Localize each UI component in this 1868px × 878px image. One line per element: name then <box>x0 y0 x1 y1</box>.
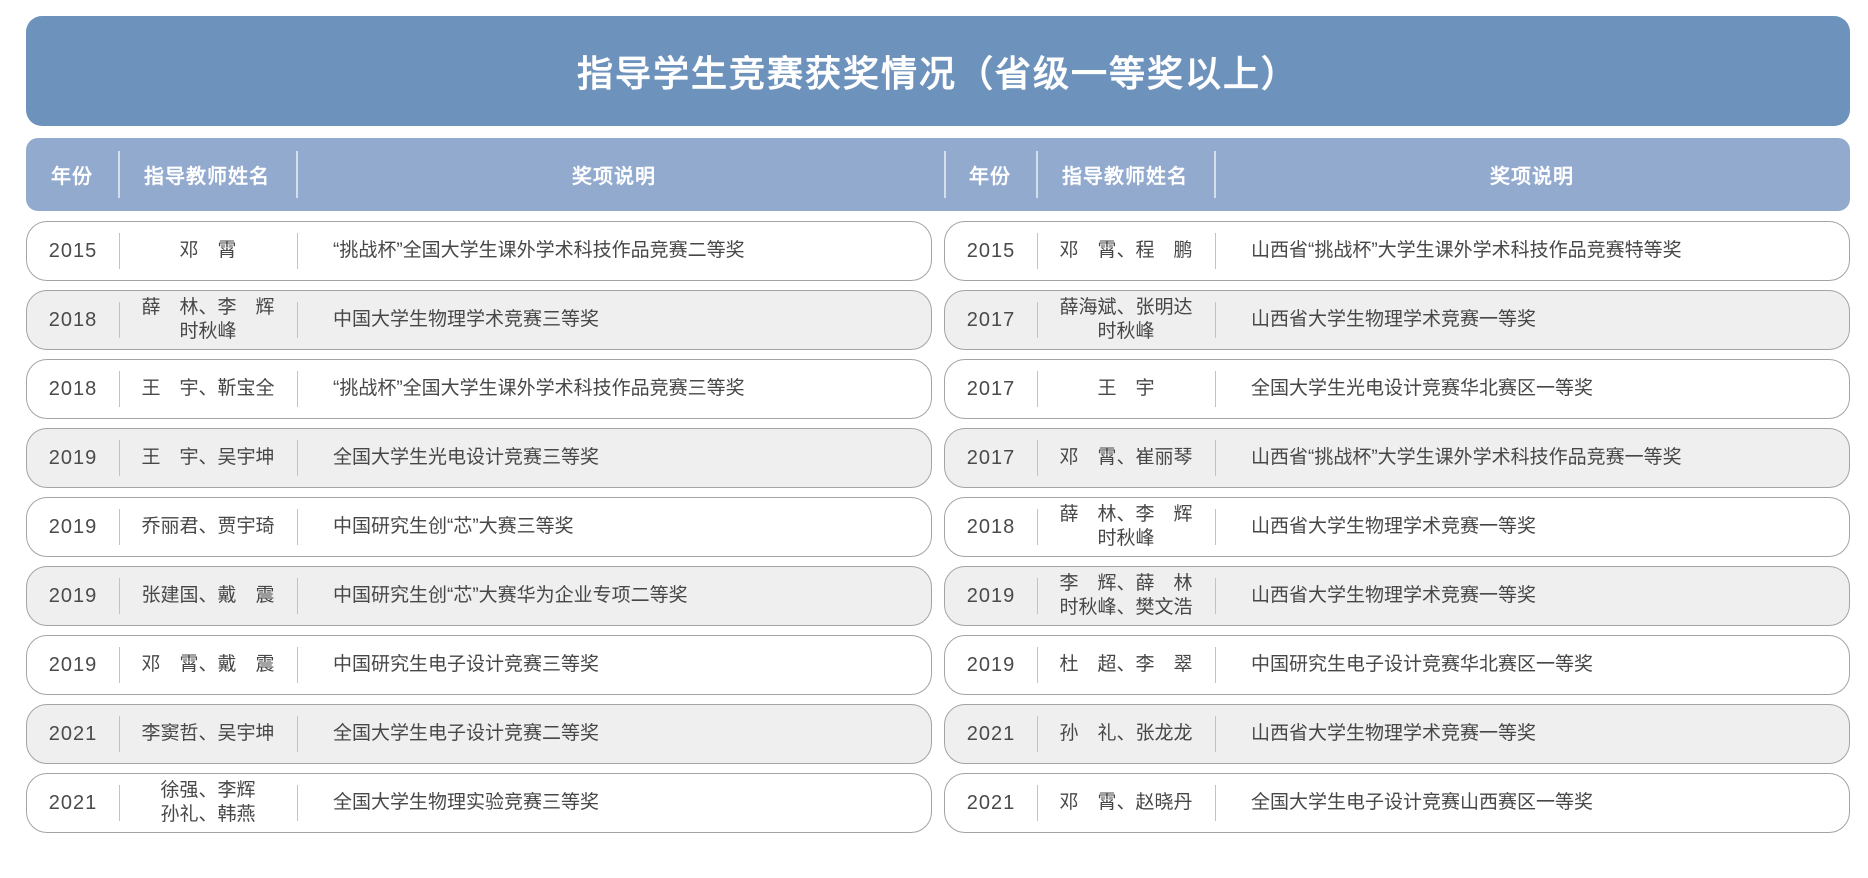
year-cell: 2015 <box>48 240 98 262</box>
year-cell: 2018 <box>966 516 1016 538</box>
column-header-teachers: 指导教师姓名 <box>118 138 296 211</box>
table-row: 2019 乔丽君、贾宇琦 中国研究生创“芯”大赛三等奖 <box>26 497 932 557</box>
teachers-cell: 徐强、李辉 孙礼、韩燕 <box>119 774 297 832</box>
award-cell: 全国大学生电子设计竞赛山西赛区一等奖 <box>1215 774 1849 832</box>
teachers-cell: 乔丽君、贾宇琦 <box>119 498 297 556</box>
teachers-cell: 邓 霄、程 鹏 <box>1037 222 1215 280</box>
award-cell: 山西省“挑战杯”大学生课外学术科技作品竞赛特等奖 <box>1215 222 1849 280</box>
award-cell: 中国大学生物理学术竞赛三等奖 <box>297 291 931 349</box>
column-header-award: 奖项说明 <box>1214 138 1850 211</box>
year-cell: 2018 <box>48 309 98 331</box>
award-cell: 全国大学生光电设计竞赛三等奖 <box>297 429 931 487</box>
teachers-cell: 王 宇 <box>1037 360 1215 418</box>
table-row: 2017 王 宇 全国大学生光电设计竞赛华北赛区一等奖 <box>944 359 1850 419</box>
teachers-cell: 王 宇、吴宇坤 <box>119 429 297 487</box>
teachers-cell: 薛 林、李 辉 时秋峰 <box>119 291 297 349</box>
year-cell: 2019 <box>48 654 98 676</box>
awards-tables: 2015 邓 霄 “挑战杯”全国大学生课外学术科技作品竞赛二等奖 2018 薛 … <box>26 221 1850 833</box>
year-cell: 2017 <box>966 378 1016 400</box>
table-row: 2018 王 宇、靳宝全 “挑战杯”全国大学生课外学术科技作品竞赛三等奖 <box>26 359 932 419</box>
year-cell: 2019 <box>48 516 98 538</box>
teachers-cell: 王 宇、靳宝全 <box>119 360 297 418</box>
award-cell: 山西省“挑战杯”大学生课外学术科技作品竞赛一等奖 <box>1215 429 1849 487</box>
year-cell: 2017 <box>966 447 1016 469</box>
year-cell: 2018 <box>48 378 98 400</box>
column-header-right: 年份 指导教师姓名 奖项说明 <box>944 138 1850 211</box>
teachers-cell: 薛 林、李 辉 时秋峰 <box>1037 498 1215 556</box>
column-header-teachers: 指导教师姓名 <box>1036 138 1214 211</box>
award-cell: 山西省大学生物理学术竞赛一等奖 <box>1215 705 1849 763</box>
table-row: 2021 孙 礼、张龙龙 山西省大学生物理学术竞赛一等奖 <box>944 704 1850 764</box>
column-header-year: 年份 <box>51 166 93 188</box>
table-row: 2019 王 宇、吴宇坤 全国大学生光电设计竞赛三等奖 <box>26 428 932 488</box>
table-row: 2019 张建国、戴 震 中国研究生创“芯”大赛华为企业专项二等奖 <box>26 566 932 626</box>
teachers-cell: 邓 霄、戴 震 <box>119 636 297 694</box>
table-row: 2021 邓 霄、赵晓丹 全国大学生电子设计竞赛山西赛区一等奖 <box>944 773 1850 833</box>
year-cell: 2019 <box>48 447 98 469</box>
award-cell: 全国大学生物理实验竞赛三等奖 <box>297 774 931 832</box>
award-cell: 中国研究生创“芯”大赛华为企业专项二等奖 <box>297 567 931 625</box>
award-cell: 全国大学生光电设计竞赛华北赛区一等奖 <box>1215 360 1849 418</box>
year-cell: 2015 <box>966 240 1016 262</box>
table-row: 2015 邓 霄、程 鹏 山西省“挑战杯”大学生课外学术科技作品竞赛特等奖 <box>944 221 1850 281</box>
table-row: 2018 薛 林、李 辉 时秋峰 中国大学生物理学术竞赛三等奖 <box>26 290 932 350</box>
teachers-cell: 邓 霄、赵晓丹 <box>1037 774 1215 832</box>
teachers-cell: 邓 霄、崔丽琴 <box>1037 429 1215 487</box>
year-cell: 2019 <box>966 654 1016 676</box>
table-row: 2019 杜 超、李 翠 中国研究生电子设计竞赛华北赛区一等奖 <box>944 635 1850 695</box>
table-row: 2021 李窦哲、吴宇坤 全国大学生电子设计竞赛二等奖 <box>26 704 932 764</box>
table-row: 2019 李 辉、薛 林 时秋峰、樊文浩 山西省大学生物理学术竞赛一等奖 <box>944 566 1850 626</box>
award-cell: 山西省大学生物理学术竞赛一等奖 <box>1215 498 1849 556</box>
table-row: 2021 徐强、李辉 孙礼、韩燕 全国大学生物理实验竞赛三等奖 <box>26 773 932 833</box>
year-cell: 2021 <box>48 792 98 814</box>
award-cell: “挑战杯”全国大学生课外学术科技作品竞赛二等奖 <box>297 222 931 280</box>
award-cell: 山西省大学生物理学术竞赛一等奖 <box>1215 567 1849 625</box>
year-cell: 2021 <box>966 792 1016 814</box>
left-table: 2015 邓 霄 “挑战杯”全国大学生课外学术科技作品竞赛二等奖 2018 薛 … <box>26 221 932 833</box>
page-title: 指导学生竞赛获奖情况（省级一等奖以上） <box>576 53 1299 94</box>
year-cell: 2017 <box>966 309 1016 331</box>
year-cell: 2019 <box>48 585 98 607</box>
teachers-cell: 张建国、戴 震 <box>119 567 297 625</box>
teachers-cell: 薛海斌、张明达 时秋峰 <box>1037 291 1215 349</box>
year-cell: 2021 <box>966 723 1016 745</box>
year-cell: 2019 <box>966 585 1016 607</box>
teachers-cell: 孙 礼、张龙龙 <box>1037 705 1215 763</box>
column-header-year: 年份 <box>944 138 1036 211</box>
award-cell: 山西省大学生物理学术竞赛一等奖 <box>1215 291 1849 349</box>
table-row: 2017 邓 霄、崔丽琴 山西省“挑战杯”大学生课外学术科技作品竞赛一等奖 <box>944 428 1850 488</box>
column-header-award: 奖项说明 <box>296 138 932 211</box>
table-row: 2019 邓 霄、戴 震 中国研究生电子设计竞赛三等奖 <box>26 635 932 695</box>
column-header-bar: 年份 指导教师姓名 奖项说明 年份 指导教师姓名 奖项说明 <box>26 138 1850 211</box>
award-cell: “挑战杯”全国大学生课外学术科技作品竞赛三等奖 <box>297 360 931 418</box>
award-cell: 中国研究生电子设计竞赛三等奖 <box>297 636 931 694</box>
column-header-left: 年份 指导教师姓名 奖项说明 <box>26 138 932 211</box>
award-cell: 中国研究生创“芯”大赛三等奖 <box>297 498 931 556</box>
teachers-cell: 邓 霄 <box>119 222 297 280</box>
table-row: 2018 薛 林、李 辉 时秋峰 山西省大学生物理学术竞赛一等奖 <box>944 497 1850 557</box>
award-cell: 全国大学生电子设计竞赛二等奖 <box>297 705 931 763</box>
award-cell: 中国研究生电子设计竞赛华北赛区一等奖 <box>1215 636 1849 694</box>
teachers-cell: 李 辉、薛 林 时秋峰、樊文浩 <box>1037 567 1215 625</box>
title-bar: 指导学生竞赛获奖情况（省级一等奖以上） <box>26 16 1850 126</box>
table-row: 2017 薛海斌、张明达 时秋峰 山西省大学生物理学术竞赛一等奖 <box>944 290 1850 350</box>
teachers-cell: 李窦哲、吴宇坤 <box>119 705 297 763</box>
year-cell: 2021 <box>48 723 98 745</box>
right-table: 2015 邓 霄、程 鹏 山西省“挑战杯”大学生课外学术科技作品竞赛特等奖 20… <box>944 221 1850 833</box>
teachers-cell: 杜 超、李 翠 <box>1037 636 1215 694</box>
table-row: 2015 邓 霄 “挑战杯”全国大学生课外学术科技作品竞赛二等奖 <box>26 221 932 281</box>
